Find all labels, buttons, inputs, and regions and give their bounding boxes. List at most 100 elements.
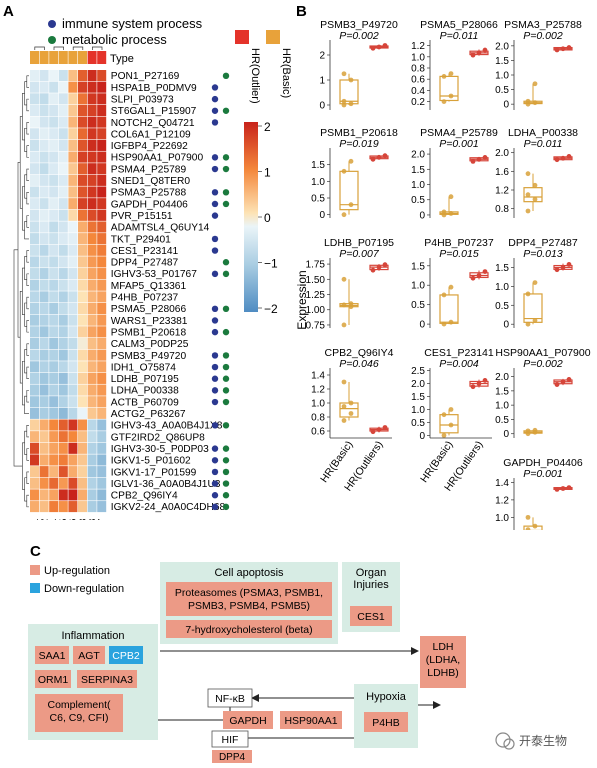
heatmap-cell <box>49 384 59 396</box>
boxplot-title: PSMA5_P28066 <box>420 19 498 31</box>
heatmap-cell <box>87 174 97 186</box>
organ-injuries-title: Organ Injuries <box>353 567 389 591</box>
agt-label: AGT <box>78 650 100 662</box>
row-dendrogram <box>13 75 29 508</box>
heatmap-cell <box>58 303 68 315</box>
heatmap-cell <box>97 116 107 128</box>
gene-label: IGHV3-53_P01767 <box>111 269 197 280</box>
outlier-point <box>566 377 572 382</box>
boxplot-title: PSMA4_P25789 <box>420 127 498 139</box>
immune-dot <box>211 107 219 114</box>
basic-point <box>448 284 454 290</box>
immune-dot <box>211 445 219 452</box>
heatmap-cell <box>78 454 87 466</box>
cpb2-box <box>109 646 143 664</box>
heatmap-cell <box>39 256 49 268</box>
colorbar-tick: −2 <box>264 302 278 316</box>
y-tick: 0 <box>503 320 509 331</box>
heatmap-cell <box>49 163 59 175</box>
heatmap-cell <box>68 361 78 373</box>
heatmap-cell <box>87 163 97 175</box>
heatmap-cell <box>58 93 68 105</box>
basic-point <box>448 422 454 428</box>
y-tick: 1.0 <box>495 513 509 524</box>
type-cell-HR7 <box>97 51 107 64</box>
outlier-point <box>376 264 382 270</box>
heatmap-cell <box>97 314 107 326</box>
heatmap-cell <box>58 233 68 245</box>
heatmap-cell <box>97 489 107 501</box>
basic-point <box>448 71 454 76</box>
outlier-group-swatch <box>235 30 249 44</box>
gene-label: GAPDH_P04406 <box>111 199 188 210</box>
metabolic-dot <box>222 352 230 359</box>
heatmap-cell <box>30 419 39 431</box>
gene-label: PSMB1_P20618 <box>111 327 187 338</box>
type-cell-HR5 <box>58 51 68 64</box>
gene-label: IGHV3-30-5_P0DP03 <box>111 444 209 455</box>
heatmap-cell <box>30 93 39 105</box>
boxplot-title: CPB2_Q96IY4 <box>325 347 394 359</box>
heatmap-cell <box>49 104 59 116</box>
type-cell-HR8 <box>78 51 87 64</box>
metabolic-dot <box>222 422 230 429</box>
heatmap-cell <box>87 384 97 396</box>
metabolic-dot <box>222 328 230 336</box>
heatmap-cell <box>49 174 59 186</box>
heatmap-cell <box>58 384 68 396</box>
hydroxycholesterol-box <box>166 620 332 638</box>
heatmap-cell <box>78 139 87 151</box>
heatmap-cell <box>30 128 39 140</box>
heatmap-cell <box>78 279 87 291</box>
basic-point <box>341 276 347 282</box>
basic-point <box>525 192 531 198</box>
heatmap-cell <box>78 186 87 198</box>
heatmap-cell <box>39 209 49 221</box>
heatmap-cell <box>49 501 59 513</box>
basic-point <box>532 81 538 87</box>
heatmap-cell <box>87 396 97 408</box>
heatmap-cell <box>87 198 97 210</box>
heatmap-cell <box>97 384 107 396</box>
boxplot-pvalue: P=0.015 <box>439 248 479 260</box>
basic-box <box>523 293 543 323</box>
boxplot-figure: B Expression PSMB3_P49720P=0.002012PSMA5… <box>295 3 591 599</box>
immune-dot <box>211 492 219 499</box>
heatmap-figure: A immune system process metabolic proces… <box>3 3 292 539</box>
basic-point <box>341 98 347 104</box>
y-tick: 2.5 <box>411 366 425 377</box>
heatmap-cell <box>97 501 107 513</box>
ldh-box <box>420 636 466 688</box>
heatmap-cell <box>30 303 39 315</box>
heatmap-cell <box>97 268 107 280</box>
y-tick: 2.0 <box>495 148 509 159</box>
heatmap-cell <box>30 174 39 186</box>
panel-c: C Up-regulation Down-regulation Cell apo… <box>0 540 597 763</box>
panel-a: A immune system process metabolic proces… <box>0 0 292 539</box>
pathway-diagram: C Up-regulation Down-regulation Cell apo… <box>28 543 567 763</box>
y-tick: 0.5 <box>495 85 509 96</box>
hydroxycholesterol-label: 7-hydroxycholesterol (beta) <box>185 624 312 636</box>
basic-point <box>441 99 447 104</box>
heatmap-cell <box>58 407 68 419</box>
boxplot-pvalue: P=0.001 <box>439 138 478 150</box>
heatmap-cell <box>49 81 59 93</box>
gene-label: P4HB_P07237 <box>111 293 179 304</box>
y-tick: 1.0 <box>411 52 425 63</box>
boxplot-title: GAPDH_P04406 <box>503 457 583 469</box>
immune-dot <box>211 270 219 278</box>
metabolic-dot <box>222 305 230 313</box>
boxplot-pvalue: P=0.013 <box>523 248 563 260</box>
panel-a-letter: A <box>3 3 14 20</box>
serpina3-box <box>77 670 137 688</box>
metabolic-dot <box>222 457 230 464</box>
gene-label: PVR_P15151 <box>111 211 173 222</box>
heatmap-cell <box>78 407 87 419</box>
outlier-point <box>554 47 560 53</box>
immune-dot <box>211 165 219 173</box>
gene-labels: PON1_P27169HSPA1B_P0DMV9SLPI_P03973ST6GA… <box>111 71 226 513</box>
heatmap-cell <box>97 233 107 245</box>
gene-label: SLPI_P03973 <box>111 94 174 105</box>
basic-point <box>525 208 531 214</box>
heatmap-cell <box>97 372 107 384</box>
